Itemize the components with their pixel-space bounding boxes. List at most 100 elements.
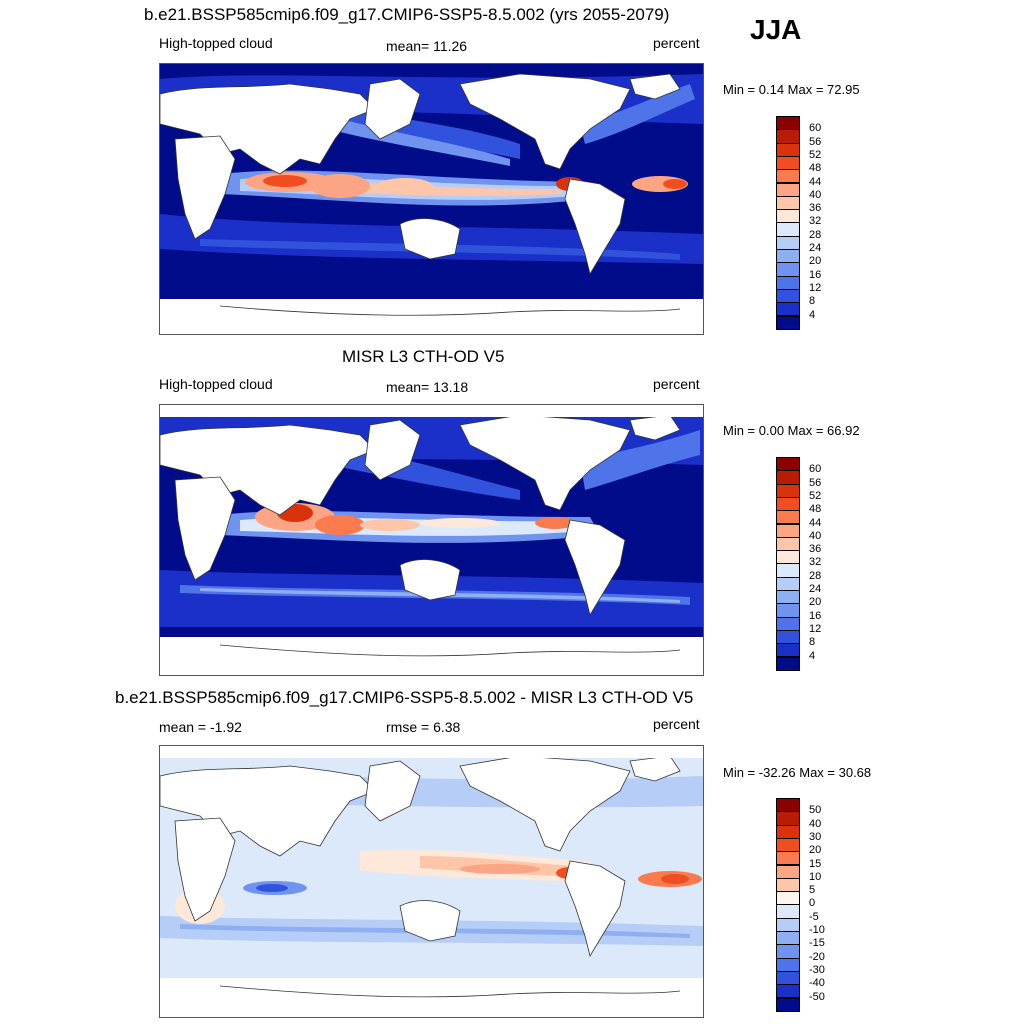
colorbar-tick-label: 32 (809, 215, 822, 228)
panel-1-map (159, 63, 704, 335)
colorbar-swatch (776, 222, 800, 237)
colorbar-swatch (776, 643, 800, 658)
colorbar-swatch (776, 944, 800, 959)
colorbar-swatch (776, 182, 800, 197)
colorbar-swatch (776, 195, 800, 211)
colorbar-tick-label: 0 (809, 897, 816, 910)
panel-2-units-label: percent (653, 376, 700, 392)
colorbar-swatch (776, 550, 800, 565)
colorbar-tick-label: -15 (809, 937, 825, 950)
colorbar-tick-label: 56 (809, 476, 822, 489)
panel-2-map (159, 404, 704, 676)
colorbar-tick-label: 20 (809, 255, 822, 268)
colorbar-tick-label: 52 (809, 489, 822, 502)
colorbar-swatch (776, 984, 800, 999)
colorbar-tick-label: 20 (809, 844, 822, 857)
colorbar-swatch (776, 811, 800, 826)
colorbar-swatch (776, 129, 800, 144)
colorbar-tick-label: 12 (809, 622, 822, 635)
panel-1-title: b.e21.BSSP585cmip6.f09_g17.CMIP6-SSP5-8.… (144, 5, 670, 24)
colorbar-tick-label: 50 (809, 804, 822, 817)
colorbar-swatch (776, 970, 800, 986)
season-label: JJA (750, 14, 802, 45)
colorbar-swatch (776, 523, 800, 538)
colorbar-swatch (776, 235, 800, 250)
colorbar-tick-label: -50 (809, 990, 825, 1003)
colorbar-tick-label: 40 (809, 188, 822, 201)
colorbar-tick-label: 60 (809, 463, 822, 476)
colorbar-tick-label: -30 (809, 963, 825, 976)
panel-2-mean-label: mean= 13.18 (386, 379, 469, 395)
panel-3-mean-label: mean = -1.92 (159, 719, 242, 735)
colorbar-tick-label: 60 (809, 122, 822, 135)
colorbar-swatch (776, 470, 800, 485)
colorbar-swatch (776, 917, 800, 932)
colorbar-swatch (776, 851, 800, 866)
colorbar-swatch (776, 656, 800, 671)
panel-2-variable-label: High-topped cloud (159, 376, 273, 392)
panel-3-rmse-label: rmse = 6.38 (386, 719, 461, 735)
colorbar-swatch (776, 616, 800, 631)
colorbar-swatch (776, 116, 800, 131)
colorbar-tick-label: 48 (809, 162, 822, 175)
colorbar-swatch (776, 536, 800, 552)
colorbar-tick-label: 16 (809, 609, 822, 622)
colorbar-swatch (776, 590, 800, 605)
colorbar-tick-label: 36 (809, 202, 822, 215)
colorbar-tick-label: 56 (809, 135, 822, 148)
colorbar-tick-label: 28 (809, 569, 822, 582)
colorbar-swatch (776, 563, 800, 578)
colorbar-swatch (776, 155, 800, 171)
colorbar-swatch (776, 837, 800, 853)
panel-3-map (159, 745, 704, 1018)
colorbar-tick-label: 4 (809, 308, 816, 321)
colorbar-tick-label: 8 (809, 295, 816, 308)
colorbar-swatch (776, 275, 800, 290)
colorbar-tick-label: 52 (809, 148, 822, 161)
colorbar-swatch (776, 510, 800, 525)
colorbar-swatch (776, 891, 800, 906)
panel-2-title: MISR L3 CTH-OD V5 (342, 347, 505, 366)
colorbar-tick-label: 24 (809, 583, 822, 595)
colorbar-tick-label: 8 (809, 636, 816, 649)
colorbar-swatch (776, 262, 800, 277)
colorbar-swatch (776, 629, 800, 645)
colorbar-tick-label: -5 (809, 910, 819, 923)
colorbar-tick-label: 10 (809, 870, 822, 883)
colorbar-swatch (776, 288, 800, 304)
panel-2-minmax-label: Min = 0.00 Max = 66.92 (723, 423, 860, 438)
colorbar-swatch (776, 496, 800, 512)
colorbar-swatch (776, 798, 800, 813)
colorbar-tick-label: 36 (809, 543, 822, 556)
colorbar-swatch (776, 864, 800, 879)
colorbar-swatch (776, 931, 800, 946)
colorbar-swatch (776, 904, 800, 919)
colorbar-swatch (776, 997, 800, 1012)
colorbar-swatch (776, 603, 800, 618)
panel-1-mean-label: mean= 11.26 (386, 38, 468, 54)
colorbar-swatch (776, 315, 800, 330)
colorbar-swatch (776, 877, 800, 893)
panel-1-minmax-label: Min = 0.14 Max = 72.95 (723, 82, 860, 97)
colorbar-tick-label: 24 (809, 242, 822, 254)
panel-1-variable-label: High-topped cloud (159, 35, 273, 51)
colorbar-swatch (776, 957, 800, 972)
panel-1-units-label: percent (653, 35, 700, 51)
colorbar-tick-label: 30 (809, 830, 822, 843)
colorbar-tick-label: 16 (809, 268, 822, 281)
colorbar-tick-label: 32 (809, 556, 822, 569)
colorbar-tick-label: -40 (809, 977, 825, 990)
colorbar-tick-label: 5 (809, 884, 816, 897)
colorbar-tick-label: 12 (809, 281, 822, 294)
panel-3-units-label: percent (653, 716, 700, 732)
colorbar-swatch (776, 483, 800, 498)
colorbar-swatch (776, 576, 800, 591)
colorbar-swatch (776, 142, 800, 157)
colorbar-swatch (776, 249, 800, 264)
panel-3-title: b.e21.BSSP585cmip6.f09_g17.CMIP6-SSP5-8.… (115, 688, 694, 707)
colorbar-tick-label: 4 (809, 649, 816, 662)
colorbar-tick-label: 40 (809, 817, 822, 830)
colorbar-swatch (776, 169, 800, 184)
colorbar-tick-label: -20 (809, 950, 825, 963)
colorbar-swatch (776, 824, 800, 839)
